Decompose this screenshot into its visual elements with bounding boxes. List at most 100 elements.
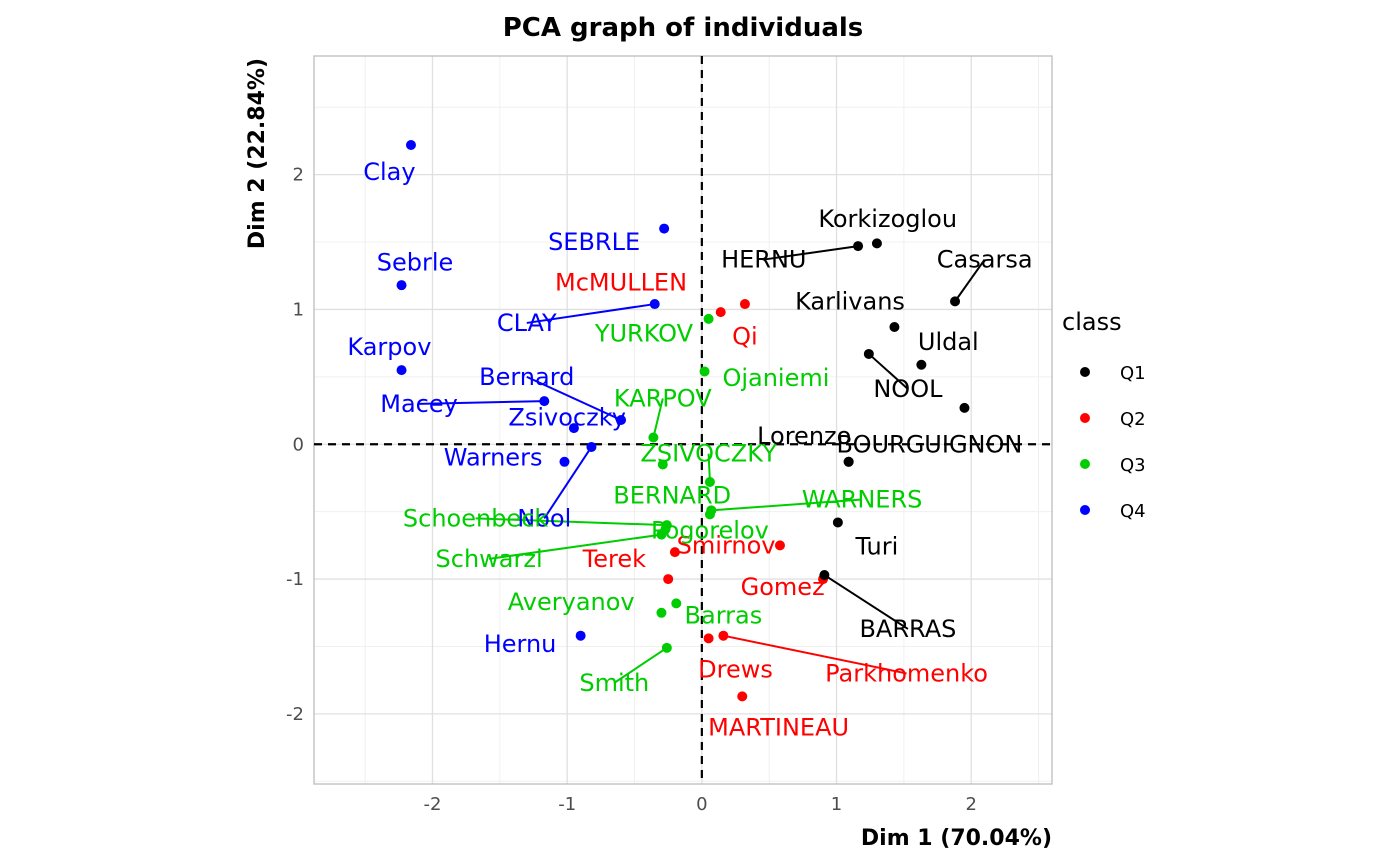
data-point xyxy=(568,423,579,434)
label-segment xyxy=(652,398,664,438)
point-label: Lorenzo xyxy=(757,422,851,450)
point-label: Schoenbeck xyxy=(403,504,548,532)
data-point xyxy=(853,241,864,252)
label-segment xyxy=(419,400,545,405)
point-label: Turi xyxy=(855,533,899,561)
data-point xyxy=(832,517,843,528)
data-point xyxy=(616,415,627,425)
data-point xyxy=(669,547,680,558)
point-label: Drews xyxy=(698,655,773,683)
point-label: Casarsa xyxy=(937,246,1033,274)
data-point xyxy=(737,691,748,702)
label-segment xyxy=(763,245,859,261)
data-point xyxy=(657,459,668,470)
data-point xyxy=(539,396,550,407)
data-point xyxy=(649,299,660,310)
point-label: Bernard xyxy=(479,363,574,391)
data-point xyxy=(656,529,667,540)
label-segment xyxy=(823,574,909,630)
point-label: Averyanov xyxy=(508,588,635,616)
points xyxy=(396,139,970,702)
legend-label: Q1 xyxy=(1120,363,1146,384)
point-label: Smith xyxy=(579,669,649,697)
point-label: YURKOV xyxy=(594,320,694,348)
y-tick-label: 1 xyxy=(293,299,304,320)
data-point xyxy=(715,307,726,318)
point-label: Macey xyxy=(380,390,458,418)
point-label: Uldal xyxy=(918,328,979,356)
point-label: Warners xyxy=(444,444,543,472)
data-point xyxy=(703,633,714,644)
label-segment xyxy=(711,498,863,512)
point-label: KARPOV xyxy=(614,384,712,412)
data-point xyxy=(671,598,682,609)
point-label: BERNARD xyxy=(613,481,731,509)
data-point xyxy=(575,630,586,641)
point-labels: Clay Sebrle Karpov SEBRLE CLAY Bernard Macey Zs… xyxy=(347,158,1032,741)
point-label: Terek xyxy=(582,545,646,573)
point-label: Korkizoglou xyxy=(818,205,957,233)
label-segment xyxy=(723,634,907,675)
point-label: SEBRLE xyxy=(548,228,640,256)
point-label: Zsivoczky xyxy=(508,403,626,431)
point-label: Schwarzl xyxy=(436,545,543,573)
data-point xyxy=(663,574,674,585)
point-label: BOURGUIGNON xyxy=(837,430,1023,458)
data-point xyxy=(659,223,670,234)
x-axis-title: Dim 1 (70.04%) xyxy=(861,826,1052,851)
data-point xyxy=(704,477,715,488)
data-point xyxy=(648,432,659,443)
chart-title: PCA graph of individuals xyxy=(503,13,864,43)
legend-label: Q3 xyxy=(1120,455,1146,476)
point-label: CLAY xyxy=(497,309,557,337)
point-label: WARNERS xyxy=(802,486,923,514)
data-point xyxy=(889,321,900,332)
point-label: Karpov xyxy=(347,333,431,361)
label-segment xyxy=(613,647,668,684)
data-point xyxy=(396,365,407,376)
data-point xyxy=(863,348,874,359)
point-label: HERNU xyxy=(721,246,806,274)
label-segment xyxy=(475,517,667,527)
data-point xyxy=(843,456,854,467)
point-label: Ojaniemi xyxy=(722,364,829,392)
legend-key xyxy=(1080,413,1090,423)
point-label: ZSIVOCZKY xyxy=(640,440,777,468)
x-tick-label: 0 xyxy=(696,794,707,815)
data-point xyxy=(405,139,416,150)
data-point xyxy=(706,505,717,516)
point-label: McMULLEN xyxy=(555,268,687,296)
legend-title: class xyxy=(1062,308,1122,336)
data-point xyxy=(718,630,729,641)
data-point xyxy=(774,540,785,551)
panel-border xyxy=(313,55,1053,785)
legend-label: Q4 xyxy=(1120,501,1146,522)
data-point xyxy=(661,642,672,653)
point-label: NOOL xyxy=(873,375,943,403)
data-point xyxy=(396,280,407,291)
y-tick-label: -1 xyxy=(286,569,304,590)
point-label: MARTINEAU xyxy=(708,713,849,741)
legend: class Q1 Q2 Q3 Q4 xyxy=(1062,308,1146,522)
point-label: Parkhomenko xyxy=(825,659,988,687)
label-segment xyxy=(488,533,662,560)
point-label: Qi xyxy=(732,322,758,350)
point-label: Barras xyxy=(685,601,763,629)
y-tick-label: 2 xyxy=(293,165,304,186)
legend-key xyxy=(1080,459,1090,469)
plot-area: Clay Sebrle Karpov SEBRLE CLAY Bernard Macey Zs… xyxy=(313,55,1053,785)
data-point xyxy=(656,607,667,618)
label-segment xyxy=(526,375,622,421)
data-point xyxy=(916,359,927,370)
data-point xyxy=(699,366,710,377)
point-label: Karlivans xyxy=(795,287,905,315)
data-point xyxy=(819,570,830,581)
legend-key xyxy=(1080,505,1090,515)
axis-ticks: -2 -1 0 1 2 -2 -1 0 1 2 xyxy=(286,165,977,815)
point-label: Sebrle xyxy=(377,248,454,276)
point-label: Clay xyxy=(363,158,415,186)
y-tick-label: 0 xyxy=(293,434,304,455)
data-point xyxy=(586,441,597,452)
x-tick-label: 2 xyxy=(965,794,976,815)
